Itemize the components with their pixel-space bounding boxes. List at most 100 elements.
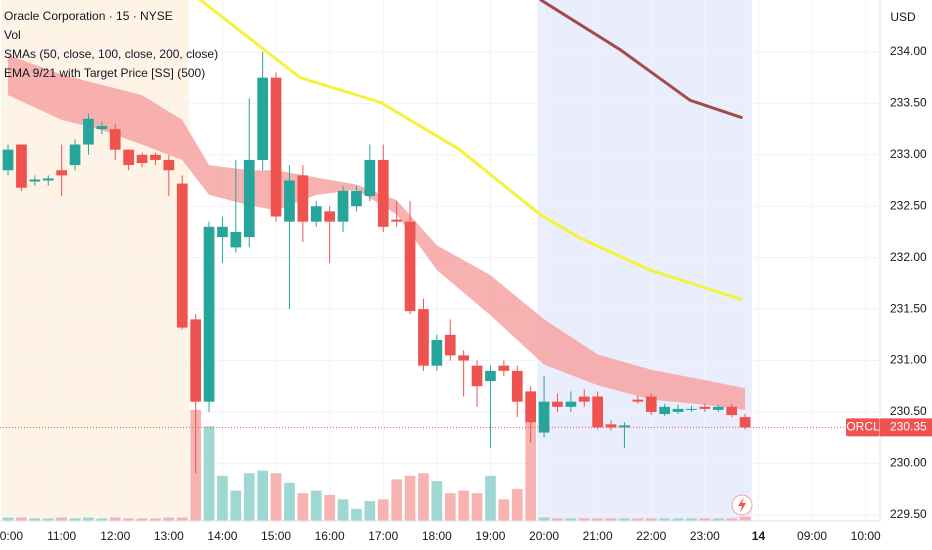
volume-bar xyxy=(471,493,483,521)
x-tick-label: 19:00 xyxy=(475,529,505,543)
volume-bar xyxy=(243,473,255,521)
candle-body xyxy=(485,370,496,382)
candle-body xyxy=(391,219,403,222)
volume-bar xyxy=(699,518,711,521)
volume-bar xyxy=(136,518,148,521)
candle-body xyxy=(498,365,510,371)
volume-bar xyxy=(270,473,282,521)
volume-bar xyxy=(552,518,563,521)
volume-bar xyxy=(83,517,94,521)
candle-body xyxy=(686,408,697,410)
candle-body xyxy=(324,211,336,222)
volume-bar xyxy=(712,518,724,521)
candle-body xyxy=(257,77,269,160)
candle-body xyxy=(739,417,751,428)
candle-body xyxy=(712,406,724,410)
candle-body xyxy=(29,179,41,182)
candle-body xyxy=(163,159,175,171)
legend-line: SMAs (50, close, 100, close, 200, close) xyxy=(4,47,218,61)
ema-band xyxy=(8,55,746,410)
volume-bar xyxy=(284,482,295,521)
sma-line xyxy=(198,0,743,302)
candle-body xyxy=(203,226,215,402)
volume-bar xyxy=(645,518,657,521)
candle-body xyxy=(699,406,711,409)
volume-bar xyxy=(511,488,523,521)
volume-bar xyxy=(377,499,389,521)
volume-bar xyxy=(123,518,135,521)
candle-body xyxy=(243,159,255,238)
volume-bar xyxy=(605,518,617,521)
candle-body xyxy=(364,159,376,196)
volume-bar xyxy=(324,494,336,521)
volume-bar xyxy=(2,517,14,521)
candle-body xyxy=(565,401,577,407)
volume-bar xyxy=(418,473,429,521)
y-tick-label: 233.00 xyxy=(890,147,927,161)
x-tick-label: 17:00 xyxy=(368,529,398,543)
volume-bar xyxy=(109,517,121,521)
legend-line: Vol xyxy=(4,28,21,42)
candle-body xyxy=(56,170,68,176)
candle-body xyxy=(726,406,738,416)
candle-body xyxy=(511,370,523,402)
candle-body xyxy=(619,425,630,428)
candle-body xyxy=(2,149,14,171)
y-tick-label: 229.50 xyxy=(890,507,927,521)
candle-body xyxy=(109,129,121,150)
volume-bar xyxy=(619,518,630,521)
volume-bar xyxy=(431,481,443,521)
candle-body xyxy=(69,144,81,166)
x-tick-label: 12:00 xyxy=(100,529,130,543)
x-tick-label: 22:00 xyxy=(636,529,666,543)
y-tick-label: 230.00 xyxy=(890,456,927,470)
y-tick-label: 231.50 xyxy=(890,301,927,315)
volume-bar xyxy=(257,470,269,521)
chart-title: Oracle Corporation · 15 · NYSE xyxy=(4,9,173,23)
candle-body xyxy=(150,154,161,160)
volume-bar xyxy=(444,493,456,521)
x-tick-label: 11:00 xyxy=(47,529,76,543)
volume-bar xyxy=(337,499,349,521)
x-tick-label: 09:00 xyxy=(797,529,827,543)
currency: USD xyxy=(890,10,916,24)
last-price-tag: 230.35 xyxy=(890,420,927,434)
volume-bar xyxy=(726,518,738,521)
y-tick-label: 233.50 xyxy=(890,96,927,110)
volume-bar xyxy=(672,518,684,521)
volume-bar xyxy=(632,518,644,521)
volume-bar xyxy=(485,475,496,521)
volume-bar xyxy=(364,501,376,521)
candle-body xyxy=(83,118,94,145)
volume-bar xyxy=(592,518,604,521)
candle-body xyxy=(297,175,309,222)
y-tick-label: 230.50 xyxy=(890,404,927,418)
y-tick-label: 234.00 xyxy=(890,44,927,58)
volume-bar xyxy=(96,518,108,521)
volume-bar xyxy=(163,517,175,521)
candle-body xyxy=(284,180,295,222)
volume-bar xyxy=(525,421,537,521)
candle-body xyxy=(525,391,537,423)
candle-body xyxy=(458,355,470,361)
volume-bar xyxy=(29,518,41,521)
x-tick-label: 16:00 xyxy=(315,529,345,543)
candle-body xyxy=(230,231,242,248)
volume-bar xyxy=(42,518,54,521)
volume-bar xyxy=(310,490,322,521)
price-axis-panel xyxy=(880,0,932,550)
y-tick-label: 231.00 xyxy=(890,353,927,367)
x-tick-label: 10:00 xyxy=(851,529,881,543)
x-tick-label: 10:00 xyxy=(0,529,23,543)
x-tick-label: 13:00 xyxy=(154,529,184,543)
candle-body xyxy=(337,190,349,222)
volume-bar xyxy=(391,479,403,521)
volume-bar xyxy=(150,518,161,521)
x-tick-label: 14:00 xyxy=(207,529,237,543)
candle-body xyxy=(16,144,27,188)
volume-bar xyxy=(578,518,590,521)
symbol-tag: ORCL xyxy=(846,420,880,434)
volume-bar xyxy=(69,518,81,521)
volume-bar xyxy=(404,475,416,521)
